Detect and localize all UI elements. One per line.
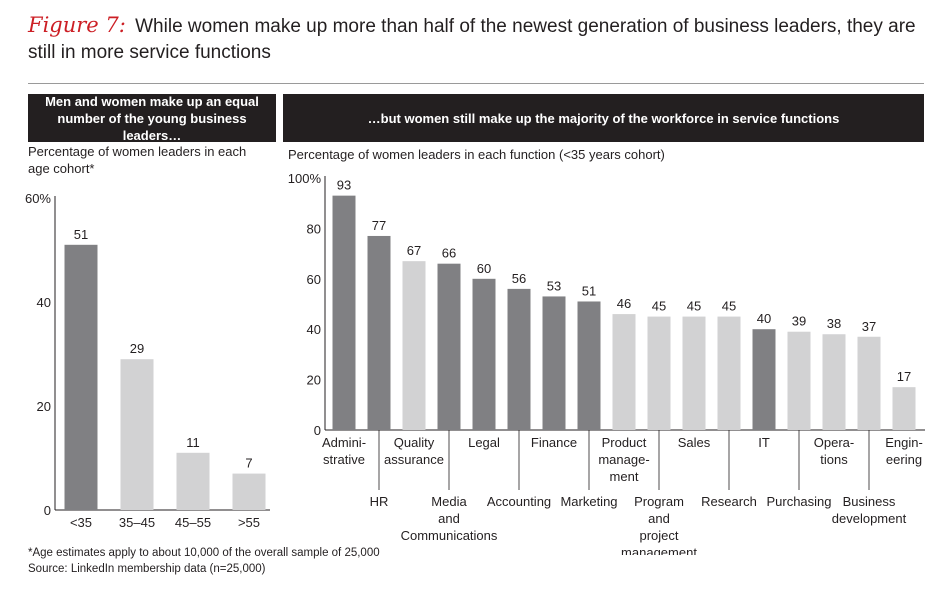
x-tick-label: Legal (468, 435, 500, 450)
y-tick-label: 20 (37, 399, 51, 414)
bar-administrative (332, 195, 356, 430)
y-tick-label: 20 (307, 373, 321, 388)
x-tick-label: >55 (238, 515, 260, 530)
data-label: 11 (186, 435, 200, 450)
x-tick-label: Program and project management (621, 494, 697, 555)
y-tick-label: 0 (44, 503, 51, 518)
right-panel-subtitle: Percentage of women leaders in each func… (288, 147, 665, 162)
data-label: 45 (652, 299, 666, 314)
data-label: 46 (617, 296, 631, 311)
bar-marketing (577, 301, 601, 430)
left-panel-subtitle: Percentage of women leaders in each age … (28, 144, 247, 176)
x-tick-label: Research (701, 494, 757, 509)
x-tick-label: <35 (70, 515, 92, 530)
left-panel-header: Men and women make up an equal number of… (28, 94, 276, 143)
bar-legal (472, 278, 496, 430)
data-label: 7 (245, 456, 252, 471)
bar-engineering (892, 387, 916, 430)
y-tick-label: 40 (307, 322, 321, 337)
data-label: 17 (897, 369, 911, 384)
bar-35-45 (120, 359, 154, 510)
x-tick-label: Finance (531, 435, 577, 450)
bar-it (752, 329, 776, 430)
data-label: 77 (372, 218, 386, 233)
right-panel-header: …but women still make up the majority of… (283, 94, 924, 142)
x-tick-label: Opera-tions (814, 435, 854, 467)
title-divider (28, 83, 924, 84)
data-label: 45 (722, 299, 736, 314)
data-label: 37 (862, 319, 876, 334)
x-tick-label: Accounting (487, 494, 551, 509)
x-tick-label: Quality assurance (384, 435, 444, 467)
bar--35 (64, 244, 98, 511)
bar-purchasing (787, 331, 811, 430)
data-label: 66 (442, 246, 456, 261)
bar-accounting (507, 288, 531, 430)
source-note: Source: LinkedIn membership data (n=25,0… (28, 563, 266, 575)
bar--55 (232, 473, 266, 510)
figure-title-text: While women make up more than half of th… (28, 16, 916, 63)
data-label: 93 (337, 178, 351, 193)
data-label: 53 (547, 278, 561, 293)
x-tick-label: Purchasing (766, 494, 831, 509)
function-chart: 0 20 40 60 80 100% 93 Admini-strative 77 HR 67 Qual… (288, 171, 925, 555)
y-tick-label: 100% (288, 171, 322, 186)
x-tick-label: 45–55 (175, 515, 211, 530)
bar-finance (542, 296, 566, 430)
data-label: 39 (792, 314, 806, 329)
x-tick-label: Admini-strative (322, 435, 366, 467)
y-tick-label: 0 (314, 423, 321, 438)
bar-operations (822, 334, 846, 430)
x-tick-label: IT (758, 435, 770, 450)
x-tick-label: Sales (678, 435, 711, 450)
bar-hr (367, 235, 391, 430)
data-label: 56 (512, 271, 526, 286)
x-tick-label: Engin-eering (885, 435, 923, 467)
bar-product-management (612, 314, 636, 430)
x-tick-label: Marketing (560, 494, 617, 509)
data-label: 38 (827, 316, 841, 331)
bar-media-and-communications (437, 263, 461, 430)
data-label: 51 (74, 227, 88, 242)
x-tick-label: Business development (832, 494, 907, 526)
x-tick-label: HR (370, 494, 389, 509)
y-tick-label: 60% (25, 191, 51, 206)
bar-research (717, 316, 741, 430)
y-tick-label: 40 (37, 295, 51, 310)
data-label: 51 (582, 283, 596, 298)
bar-45-55 (176, 452, 210, 510)
figure-label: Figure 7: (28, 13, 126, 37)
x-tick-label: 35–45 (119, 515, 155, 530)
data-label: 29 (130, 341, 144, 356)
y-tick-label: 80 (307, 221, 321, 236)
data-label: 67 (407, 243, 421, 258)
age-cohort-chart: 0 20 40 60% 51 <35 29 35–45 11 45–55 7 >55 (25, 191, 270, 530)
x-tick-label: Product manage-ment (598, 435, 649, 484)
data-label: 40 (757, 311, 771, 326)
data-label: 60 (477, 261, 491, 276)
footnote: *Age estimates apply to about 10,000 of … (28, 547, 380, 559)
data-label: 45 (687, 299, 701, 314)
x-tick-label: Media and Communications (401, 494, 498, 543)
y-tick-label: 60 (307, 272, 321, 287)
bar-program-and-project-management (647, 316, 671, 430)
bar-quality-assurance (402, 261, 426, 430)
bar-business-development (857, 336, 881, 430)
figure-title: Figure 7: While women make up more than … (28, 12, 928, 66)
bar-sales (682, 316, 706, 430)
